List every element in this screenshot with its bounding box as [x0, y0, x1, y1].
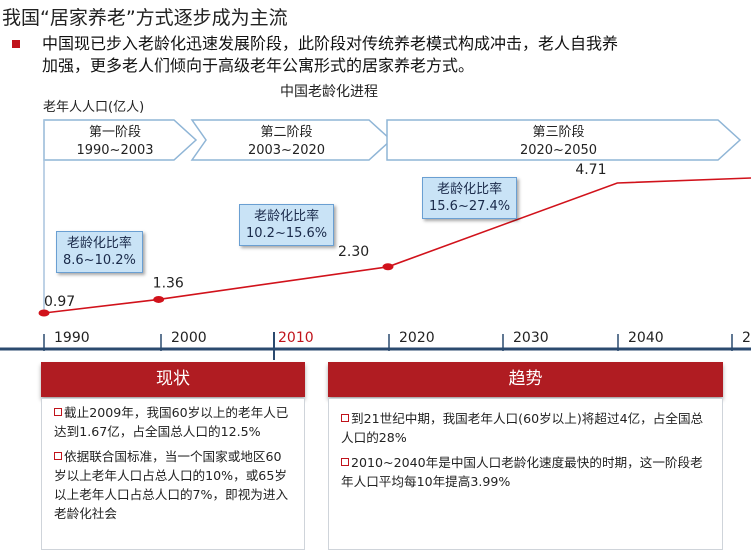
trend-item-2: 2010~2040年是中国人口老龄化速度最快的时期，这一阶段老年人口平均每10年… [341, 455, 703, 489]
rate-box-label: 老龄化比率 [66, 236, 132, 251]
data-point [153, 295, 165, 303]
x-tick-label: 1990 [54, 330, 90, 346]
bullet-square-icon [12, 40, 20, 48]
data-label: 1.36 [153, 275, 184, 291]
phase-name: 第三阶段 [532, 125, 584, 140]
rate-box-range: 15.6~27.4% [429, 199, 511, 214]
phase-name: 第一阶段 [89, 125, 141, 140]
data-point [382, 263, 394, 271]
chart-title: 中国老龄化进程 [280, 84, 378, 100]
intro-line-1: 中国现已步入老龄化迅速发展阶段，此阶段对传统养老模式构成冲击，老人自我养 [42, 34, 619, 53]
intro-text: 中国现已步入老龄化迅速发展阶段，此阶段对传统养老模式构成冲击，老人自我养 加强，… [42, 33, 618, 77]
rate-box-range: 10.2~15.6% [246, 226, 328, 241]
aging-chart: 第一阶段1990~2003第二阶段2003~2020第三阶段2020~2050 … [0, 119, 751, 360]
trend-panel-body: 到21世纪中期，我国老年人口(60岁以上)将超过4亿，占全国总人口的28% 20… [328, 398, 723, 550]
rate-box-label: 老龄化比率 [437, 182, 503, 197]
phase-arrow-2 [190, 119, 393, 161]
current-panel-body: 截止2009年，我国60岁以上的老年人已达到1.67亿，占全国总人口的12.5%… [41, 398, 305, 550]
rate-box-range: 8.6~10.2% [63, 253, 136, 268]
checkbox-square-icon [54, 452, 62, 460]
current-item-2: 依据联合国标准，当一个国家或地区60岁以上老年人口占总人口的10%，或65岁以上… [54, 449, 289, 521]
series-line [43, 177, 751, 314]
aging-rate-box-1: 老龄化比率 8.6~10.2% [56, 231, 143, 273]
series-line-group: 0.97 1.36 2.30 4.71 [38, 162, 751, 317]
phase-name: 第二阶段 [260, 125, 312, 140]
x-tick-label: 205 [742, 330, 751, 346]
phase-range: 1990~2003 [76, 143, 153, 158]
current-panel-header: 现状 [41, 362, 305, 397]
phase-arrows: 第一阶段 1990~2003 第二阶段 2003~2020 第三阶段 2020~2050 [43, 119, 742, 161]
data-label: 4.71 [575, 162, 606, 178]
rate-box-label: 老龄化比率 [254, 209, 320, 224]
phase-range: 2003~2020 [248, 143, 325, 158]
data-label: 2.30 [338, 244, 369, 260]
trend-item-1: 到21世纪中期，我国老年人口(60岁以上)将超过4亿，占全国总人口的28% [341, 411, 704, 445]
x-tick-label: 2020 [399, 330, 435, 346]
aging-rate-box-3: 老龄化比率 15.6~27.4% [422, 177, 518, 219]
checkbox-square-icon [341, 414, 349, 422]
data-point [38, 309, 50, 317]
x-tick-label: 2040 [628, 330, 664, 346]
checkbox-square-icon [341, 458, 349, 466]
phase-arrow-3 [386, 119, 742, 161]
trend-panel-header: 趋势 [328, 362, 723, 397]
y-axis-label: 老年人人口(亿人) [43, 100, 145, 115]
x-tick-label: 2010 [278, 330, 314, 346]
aging-rate-box-2: 老龄化比率 10.2~15.6% [239, 204, 335, 246]
data-label: 0.97 [44, 294, 75, 310]
x-tick-label: 2000 [171, 330, 207, 346]
checkbox-square-icon [54, 408, 62, 416]
x-tick-label: 2030 [513, 330, 549, 346]
current-item-1: 截止2009年，我国60岁以上的老年人已达到1.67亿，占全国总人口的12.5% [54, 405, 289, 439]
page-title: 我国“居家养老”方式逐步成为主流 [2, 7, 288, 29]
x-axis: 1990 2000 2010 2020 2030 2040 205 [0, 330, 751, 360]
phase-range: 2020~2050 [520, 143, 597, 158]
intro-line-2: 加强，更多老人们倾向于高级老年公寓形式的居家养老方式。 [42, 56, 475, 75]
